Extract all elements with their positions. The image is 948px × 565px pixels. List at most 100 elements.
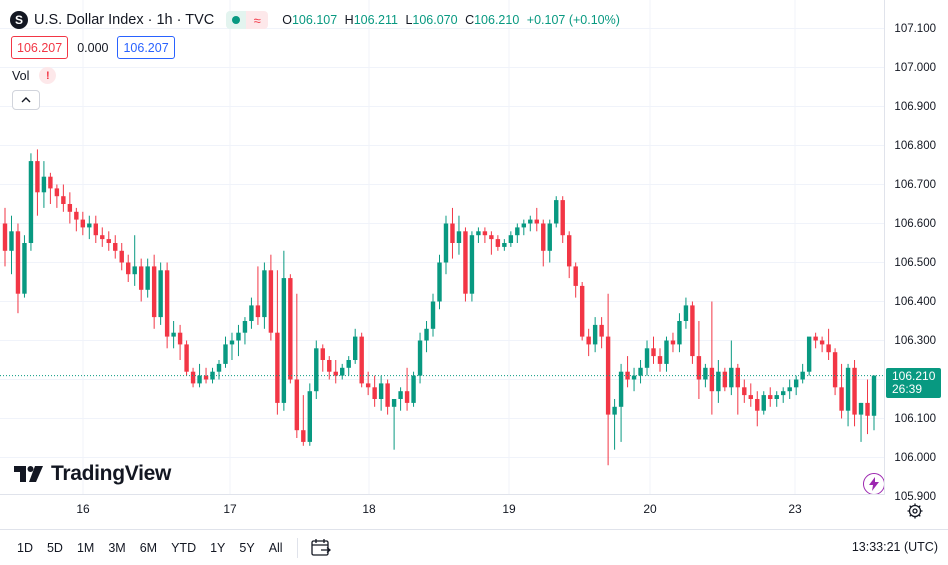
market-open-icon <box>226 11 247 29</box>
candle-body <box>80 219 86 228</box>
range-button-5y[interactable]: 5Y <box>239 540 255 555</box>
candle-body <box>398 391 403 399</box>
candle <box>320 344 325 372</box>
ohlc-values: O106.107 H106.211 L106.070 C106.210 +0.1… <box>282 13 620 27</box>
candle-body <box>2 223 8 251</box>
chart-pane[interactable]: S U.S. Dollar Index · 1h · TVC ≈ O106.10… <box>0 0 885 495</box>
candle-body <box>793 379 799 388</box>
candle <box>683 297 689 329</box>
range-button-5d[interactable]: 5D <box>46 540 63 555</box>
candle <box>735 363 741 415</box>
volume-label[interactable]: Vol <box>12 68 30 83</box>
candle-body <box>249 305 254 321</box>
candle <box>54 184 60 208</box>
candle <box>592 317 598 353</box>
candle <box>742 379 747 403</box>
range-button-6m[interactable]: 6M <box>139 540 158 555</box>
sell-price-button[interactable]: 106.207 <box>11 36 69 59</box>
candle-body <box>210 371 215 380</box>
candle <box>229 332 235 360</box>
candle <box>644 340 650 376</box>
candle <box>262 262 267 329</box>
symbol-logo-icon[interactable]: S <box>10 11 28 29</box>
range-button-1d[interactable]: 1D <box>17 540 33 555</box>
candle <box>307 383 313 446</box>
price-axis[interactable]: 107.100 107.000 106.900 106.800 106.700 106.6… <box>886 0 948 503</box>
utc-clock[interactable]: 13:33:21 (UTC) <box>851 540 938 554</box>
candle <box>800 363 805 384</box>
candle <box>424 321 429 353</box>
candle-body <box>255 305 261 318</box>
candle <box>547 219 552 263</box>
time-axis[interactable]: 16 17 18 19 20 23 <box>0 496 885 524</box>
candle-body <box>781 391 786 396</box>
date-range-button[interactable] <box>310 538 332 558</box>
candle <box>113 235 118 259</box>
candle <box>35 149 40 216</box>
candle-body <box>307 391 313 442</box>
candle-body <box>216 363 222 372</box>
ohlc-close-value: 106.210 <box>474 13 520 27</box>
candle-body <box>852 367 857 415</box>
candle-body <box>385 383 390 407</box>
candle <box>151 254 157 329</box>
candle-body <box>826 344 831 353</box>
candle-body <box>592 324 598 345</box>
candle-body <box>631 375 637 380</box>
range-button-all[interactable]: All <box>268 540 283 555</box>
range-button-1y[interactable]: 1Y <box>210 540 226 555</box>
candle <box>365 371 371 396</box>
range-button-3m[interactable]: 3M <box>108 540 126 555</box>
candle-body <box>301 430 306 442</box>
candle-body <box>729 367 734 388</box>
candle-body <box>845 367 851 411</box>
candle <box>372 375 377 407</box>
price-tick-label: 106.100 <box>894 412 936 425</box>
price-tick-label: 106.000 <box>894 451 936 464</box>
candle <box>858 402 864 442</box>
range-button-1m[interactable]: 1M <box>76 540 95 555</box>
candle-body <box>15 231 21 294</box>
collapse-legend-button[interactable] <box>12 90 40 110</box>
candle-body <box>664 340 669 364</box>
candle <box>275 270 280 415</box>
candlestick-chart[interactable] <box>0 0 885 495</box>
symbol-title[interactable]: U.S. Dollar Index · 1h · TVC <box>34 12 215 28</box>
candle <box>100 227 105 247</box>
candle <box>346 356 351 376</box>
candle <box>138 258 144 302</box>
candle-body <box>314 348 319 392</box>
candle <box>203 367 209 384</box>
candle <box>826 328 831 360</box>
candle-body <box>489 235 494 240</box>
range-button-ytd[interactable]: YTD <box>171 540 197 555</box>
market-status-pill[interactable]: ≈ <box>226 11 269 29</box>
candle <box>164 262 170 349</box>
warning-icon[interactable]: ! <box>39 67 57 84</box>
lightning-button[interactable] <box>863 473 884 494</box>
candle-body <box>716 371 721 392</box>
candle <box>761 391 766 415</box>
tradingview-logo[interactable]: TradingView <box>14 462 171 486</box>
candle <box>748 383 753 407</box>
candle <box>327 356 332 380</box>
candle <box>268 254 274 341</box>
candle-body <box>865 402 870 416</box>
settings-button[interactable] <box>906 502 924 520</box>
candle <box>417 332 423 384</box>
candle <box>430 293 436 337</box>
candle <box>716 360 721 403</box>
candle <box>132 235 137 286</box>
candle <box>87 215 92 240</box>
candle-body <box>378 383 384 399</box>
candle <box>288 274 293 384</box>
candle-body <box>158 270 163 318</box>
candle-body <box>126 262 131 275</box>
buy-price-button[interactable]: 106.207 <box>117 36 175 59</box>
price-tick-label: 107.100 <box>894 22 936 35</box>
candle-body <box>106 239 111 243</box>
candle-body <box>703 367 708 380</box>
candle-body <box>651 348 656 357</box>
candle <box>722 367 728 392</box>
price-tick-label: 106.300 <box>894 334 936 347</box>
